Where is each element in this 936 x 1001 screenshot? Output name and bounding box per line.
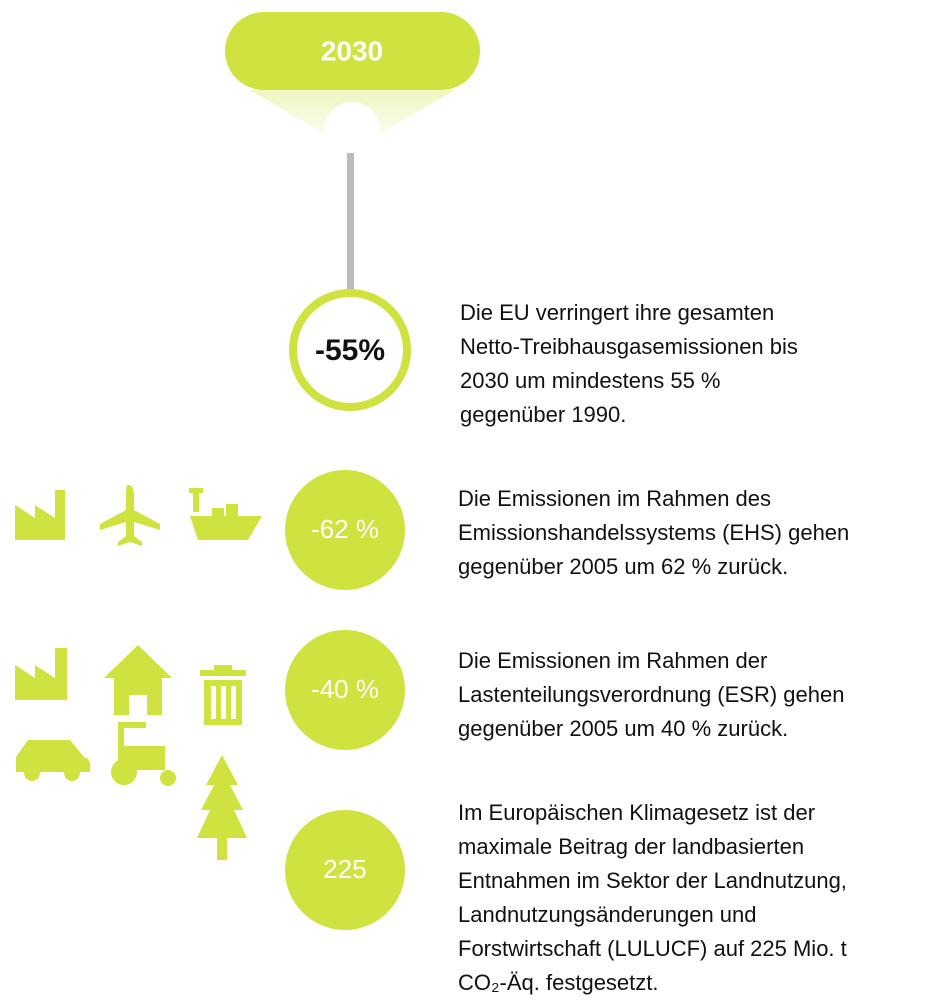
figure: 225 [323,854,366,884]
description: Die Emissionen im Rahmen des Emissionsha… [458,486,855,579]
factory-icon [15,648,67,700]
description: Im Europäischen Klimagesetz ist der maxi… [458,800,853,995]
description: Die EU verringert ihre gesamten Netto-Tr… [460,300,804,427]
figure-circle [285,630,405,750]
text-line: Netto-Treibhausgasemissionen bis [460,334,798,359]
figure-circle [289,289,411,411]
text-line: Die Emissionen im Rahmen des [458,486,771,511]
figure-circle [285,810,405,930]
text-line: 2030 um mindestens 55 % [460,368,721,393]
text-line: Im Europäischen Klimagesetz ist der [458,800,815,825]
text-line: Forstwirtschaft (LULUCF) auf 225 Mio. t [458,936,847,961]
house-icon [104,645,172,715]
text-line: Lastenteilungsverordnung (ESR) gehen [458,682,844,707]
text-line: CO₂-Äq. festgesetzt. [458,970,659,995]
car-icon [16,740,90,781]
figure-circle [285,470,405,590]
description: Die Emissionen im Rahmen der Lastenteilu… [458,648,851,741]
figure: -55% [315,334,385,367]
tree-icon [197,755,247,860]
text-line: gegenüber 1990. [460,402,626,427]
text-line: Die EU verringert ihre gesamten [460,300,774,325]
text-line: Entnahmen im Sektor der Landnutzung, [458,868,847,893]
text-line: gegenüber 2005 um 40 % zurück. [458,716,788,741]
year: 2030 [321,35,383,66]
figure: -40 % [311,674,379,704]
ship-icon [189,488,262,540]
text-line: Emissionshandelssystems (EHS) gehen [458,520,849,545]
text-line: Landnutzungsänderungen und [458,902,757,927]
plane-icon [100,485,160,546]
figure: -62 % [311,514,379,544]
node [324,102,380,158]
year-pill [225,12,480,90]
tractor-icon [111,722,176,786]
text-line: gegenüber 2005 um 62 % zurück. [458,554,788,579]
connector [347,153,354,293]
trash-icon [200,665,246,725]
text-line: maximale Beitrag der landbasierten [458,834,804,859]
text-line: Die Emissionen im Rahmen der [458,648,767,673]
factory-icon [15,490,65,540]
